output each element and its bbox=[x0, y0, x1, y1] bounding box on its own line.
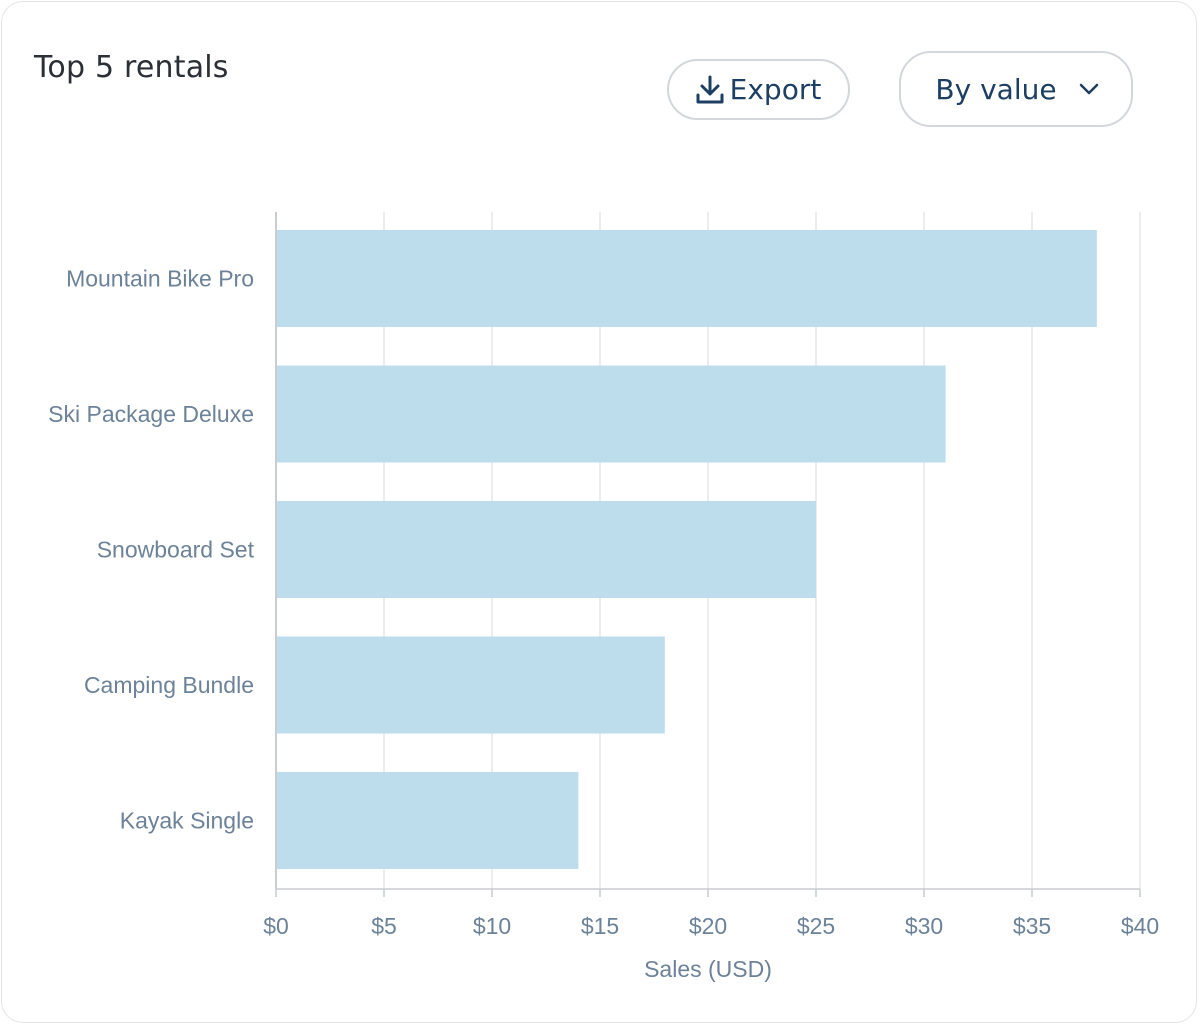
x-tick-label: $35 bbox=[1013, 913, 1051, 939]
x-tick-label: $25 bbox=[797, 913, 835, 939]
x-tick-label: $40 bbox=[1121, 913, 1159, 939]
x-tick-label: $0 bbox=[263, 913, 289, 939]
x-tick-label: $15 bbox=[581, 913, 619, 939]
y-category-label: Snowboard Set bbox=[97, 537, 255, 563]
card-title: Top 5 rentals bbox=[34, 50, 229, 85]
export-label: Export bbox=[729, 73, 822, 106]
bar bbox=[276, 772, 579, 869]
x-tick-label: $5 bbox=[371, 913, 397, 939]
sort-dropdown[interactable]: By value bbox=[899, 51, 1133, 127]
bar bbox=[276, 230, 1097, 327]
y-category-label: Ski Package Deluxe bbox=[48, 401, 254, 427]
bar bbox=[276, 501, 816, 598]
x-tick-label: $30 bbox=[905, 913, 943, 939]
export-button[interactable]: Export bbox=[667, 59, 850, 120]
y-category-label: Mountain Bike Pro bbox=[66, 266, 254, 292]
download-icon bbox=[696, 75, 724, 105]
sort-label: By value bbox=[935, 72, 1057, 106]
y-category-label: Camping Bundle bbox=[84, 672, 254, 698]
x-axis-title: Sales (USD) bbox=[644, 956, 772, 982]
bar bbox=[276, 636, 665, 734]
x-tick-label: $10 bbox=[473, 913, 511, 939]
y-category-label: Kayak Single bbox=[120, 808, 254, 834]
x-tick-label: $20 bbox=[689, 913, 727, 939]
bar bbox=[276, 365, 946, 463]
chevron-down-icon bbox=[1079, 82, 1099, 96]
